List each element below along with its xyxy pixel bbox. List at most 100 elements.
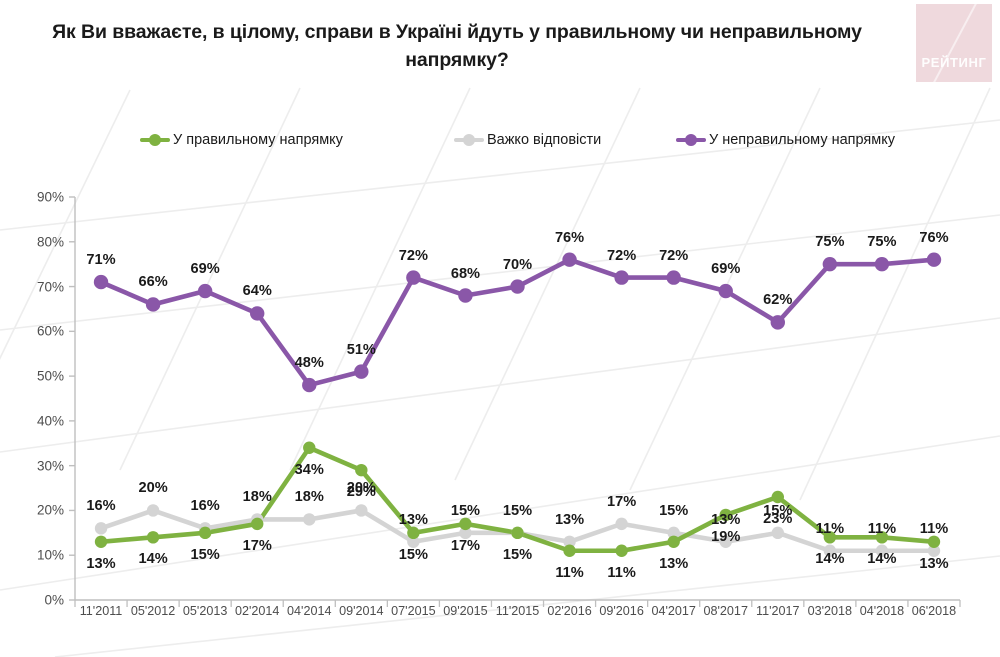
data-point-label: 14% [815,551,845,568]
series-point [354,364,369,379]
x-tick-label: 11'2015 [495,604,540,618]
x-tick-label: 02'2014 [234,604,280,618]
series-point [355,504,368,517]
x-tick-label: 04'2014 [287,604,332,618]
page-title: Як Ви вважаєте, в цілому, справи в Украї… [52,21,862,72]
data-point-label: 70% [502,256,533,273]
x-tick-label: 02'2016 [547,604,592,618]
y-tick-label: 10% [36,547,64,563]
data-point-label: 20% [346,480,376,497]
x-axis-labels: 11'2011 05'2012 05'2013 02'2014 04'2014 09'20… [0,604,1000,628]
data-point-label: 11% [815,520,845,537]
data-point-label: 66% [138,274,168,291]
data-point-label: 75% [867,234,897,251]
series-point [407,526,420,540]
series-point [874,256,890,272]
data-point-label: 14% [138,551,168,568]
data-point-label: 13% [919,555,949,572]
data-point-label: 68% [450,265,481,282]
series-line [98,257,937,388]
series-point [510,279,525,294]
x-tick-label: 09'2015 [443,604,488,618]
data-point-label: 13% [711,511,741,528]
data-point-label: 76% [554,229,585,246]
x-tick-label: 09'2016 [599,604,644,618]
x-tick-label: 11'2011 [79,604,123,618]
data-point-label: 13% [86,555,116,572]
y-tick-label: 80% [36,234,64,250]
y-tick-label: 70% [36,279,64,295]
series-point [562,252,577,267]
series-point [406,270,421,285]
x-tick-label: 09'2014 [339,604,384,618]
series-point [771,490,784,504]
y-axis-labels: 0% 10% 20% 30% 40% 50% 60% 70% 80% 90% [22,0,64,657]
data-point-label: 75% [815,234,845,251]
x-tick-label: 06'2018 [911,604,957,618]
series-point [614,270,629,285]
data-point-label: 20% [138,480,168,497]
data-point-label: 15% [398,546,428,563]
data-point-label: 15% [502,502,533,519]
legend-item-1[interactable]: Важко відповісти [454,132,676,148]
legend-marker-icon [140,133,170,147]
legend-marker-icon [454,133,484,147]
data-point-label: 15% [659,502,689,519]
legend-label: Важко відповісти [487,132,602,148]
series-point [615,544,628,557]
data-point-label: 17% [607,493,637,510]
legend-label: У неправильному напрямку [709,132,895,148]
y-tick-label: 50% [36,368,64,384]
series-point [303,513,316,526]
brand-logo: РЕЙТИНГ [916,4,992,82]
data-point-label: 17% [450,537,481,554]
series-point [667,535,680,548]
series-point [927,535,941,548]
data-point-label: 18% [294,489,324,506]
data-point-label: 14% [867,551,897,568]
series-point [197,283,213,299]
legend-item-2[interactable]: У неправильному напрямку [676,132,916,148]
y-tick-label: 30% [36,458,64,474]
data-point-label: 48% [294,355,324,372]
data-point-label: 16% [86,498,116,515]
data-point-label: 51% [346,341,376,358]
y-tick-label: 60% [36,323,64,339]
data-point-label: 72% [398,247,428,264]
x-tick-label: 08'2017 [703,604,748,618]
data-point-label: 15% [450,502,481,519]
series-point [302,377,317,393]
data-point-label: 17% [242,537,272,554]
series-point [94,535,108,548]
x-tick-label: 05'2012 [130,604,176,618]
data-point-label: 69% [190,261,220,278]
data-point-label: 15% [502,546,533,563]
series-point [615,517,628,531]
legend-item-0[interactable]: У правильному напрямку [140,132,454,148]
data-point-label: 15% [190,546,220,563]
y-tick-label: 40% [36,413,64,429]
series-point [459,517,472,531]
data-point-label: 11% [607,564,636,581]
series-point [926,252,942,267]
series-point [511,526,524,540]
legend-marker-icon [676,133,706,147]
series-point [146,504,160,517]
logo-label: РЕЙТИНГ [921,55,987,70]
chart-legend: У правильному напрямку Важко відповісти У … [140,132,920,148]
series-point [822,256,838,272]
x-tick-label: 07'2015 [391,604,436,618]
data-point-label: 72% [607,247,637,264]
x-tick-label: 04'2018 [859,604,905,618]
data-point-label: 69% [711,261,741,278]
series-point [770,315,785,330]
series-point [94,522,108,535]
data-point-label: 64% [242,283,272,300]
data-point-label: 11% [867,520,897,537]
x-tick-label: 11'2017 [756,604,800,618]
data-point-label: 72% [659,247,689,264]
y-tick-label: 20% [36,502,64,518]
data-point-label: 11% [555,564,584,581]
data-point-label: 13% [659,555,689,572]
series-point [355,463,368,477]
